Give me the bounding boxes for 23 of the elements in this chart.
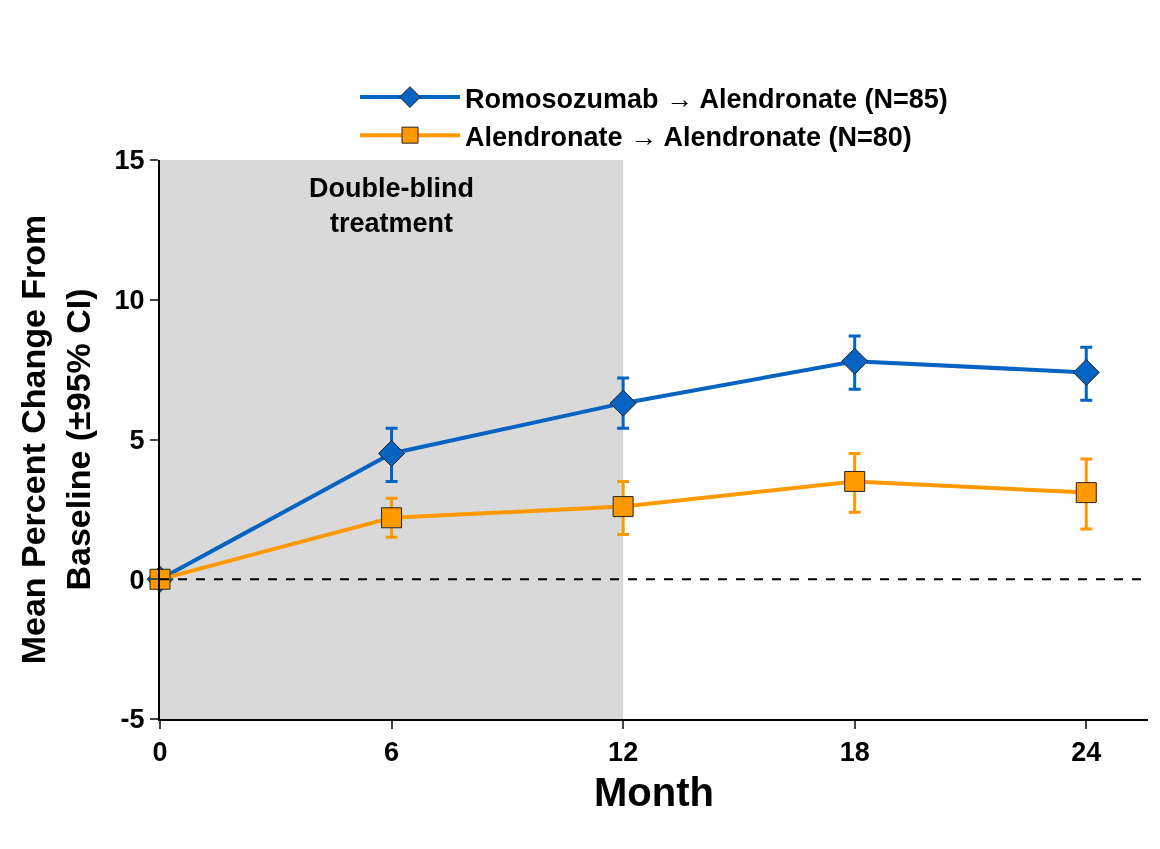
- x-tick-label: 0: [152, 737, 168, 768]
- y-tick-label: 15: [114, 145, 145, 176]
- y-tick-label: 0: [129, 564, 145, 595]
- y-tick-label: 5: [129, 424, 145, 455]
- point: [612, 496, 634, 518]
- y-axis-title: Mean Percent Change From Baseline (±95% CI): [14, 214, 97, 665]
- band-label: Double-blind treatment: [309, 173, 474, 239]
- y-tick-label: 10: [114, 285, 145, 316]
- point: [841, 347, 869, 375]
- x-axis-title: Month: [594, 770, 714, 815]
- point: [609, 389, 637, 417]
- legend-label: Alendronate → Alendronate (N=80): [465, 121, 912, 152]
- point: [378, 439, 406, 467]
- x-tick-label: 18: [839, 737, 870, 768]
- y-tick-label: -5: [120, 704, 145, 735]
- point: [1075, 482, 1097, 504]
- x-tick-label: 24: [1071, 737, 1102, 768]
- point: [844, 470, 866, 492]
- x-tick-label: 12: [608, 737, 639, 768]
- point: [1072, 358, 1100, 386]
- point: [381, 507, 403, 529]
- x-tick-label: 6: [384, 737, 400, 768]
- legend-label: Romosozumab → Alendronate (N=85): [465, 83, 948, 114]
